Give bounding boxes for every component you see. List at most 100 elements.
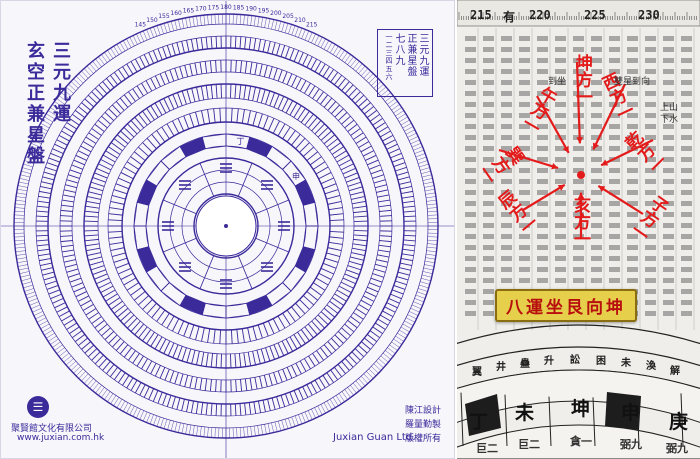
number-block: [501, 146, 512, 151]
number-block: [609, 135, 620, 140]
number-band-tick: [286, 130, 296, 143]
number-block: [537, 146, 548, 151]
legend-line-4: 一二三四五六: [385, 33, 393, 81]
number-band-tick: [205, 352, 209, 367]
red-arrow-head: [562, 145, 569, 153]
degree-tick: [355, 63, 363, 72]
number-band-tick: [146, 108, 155, 121]
number-band-tick: [86, 200, 101, 205]
number-block: [645, 223, 656, 228]
number-band-tick: [320, 177, 334, 185]
number-band-tick: [42, 271, 55, 276]
number-band-tick: [122, 66, 130, 77]
number-block: [555, 157, 566, 162]
degree-tick: [50, 107, 59, 114]
number-band-tick: [81, 102, 91, 111]
number-block: [465, 102, 476, 107]
degree-tick: [170, 21, 174, 31]
number-band-tick: [254, 377, 258, 390]
number-block: [663, 69, 674, 74]
number-block: [555, 113, 566, 118]
degree-tick: [323, 402, 329, 412]
number-band-tick: [234, 36, 237, 49]
number-block: [519, 146, 530, 151]
number-band-tick: [84, 238, 99, 242]
number-block: [591, 168, 602, 173]
number-band-tick: [247, 86, 252, 101]
number-block: [663, 113, 674, 118]
number-band-tick: [284, 46, 290, 59]
number-block: [465, 36, 476, 41]
degree-tick: [38, 126, 48, 132]
degree-tick: [335, 48, 342, 57]
number-block: [591, 146, 602, 151]
number-band-tick: [337, 78, 346, 88]
degree-tick: [174, 421, 178, 432]
number-band-tick: [184, 375, 189, 387]
number-band-tick: [372, 326, 383, 334]
degree-tick: [415, 153, 426, 158]
degree-tick: [16, 257, 27, 260]
number-block: [537, 201, 548, 206]
degree-tick: [387, 347, 396, 354]
degree-tick: [284, 419, 289, 429]
number-band-tick: [118, 372, 126, 383]
number-band-tick: [108, 236, 123, 239]
number-band-tick: [154, 336, 163, 350]
number-block: [681, 267, 692, 272]
number-band-tick: [358, 141, 370, 148]
degree-tick: [422, 178, 433, 181]
legend-line-3: 七八九: [393, 33, 404, 66]
star-2: 貪一: [570, 435, 592, 448]
number-band-tick: [60, 240, 73, 243]
number-band-tick: [320, 130, 332, 141]
degree-tick: [341, 52, 348, 61]
number-band-tick: [299, 299, 310, 310]
number-band-tick: [116, 134, 129, 145]
degree-tick: [246, 426, 249, 437]
hexagram-0: 翼: [472, 367, 482, 378]
degree-tick: [404, 320, 414, 326]
number-band-tick: [395, 166, 407, 172]
number-block: [519, 267, 530, 272]
degree-tick: [44, 116, 53, 123]
number-block: [519, 278, 530, 283]
number-band-tick: [315, 166, 329, 175]
number-block: [681, 58, 692, 63]
number-band-tick: [61, 244, 74, 248]
number-band-tick: [282, 71, 288, 83]
number-block: [519, 113, 530, 118]
number-band-tick: [370, 169, 383, 175]
number-band-tick: [260, 348, 266, 363]
number-block: [663, 311, 674, 316]
number-band-tick: [102, 81, 111, 91]
number-band-tick: [300, 110, 310, 123]
number-band-tick: [63, 259, 76, 263]
number-band-tick: [336, 289, 350, 298]
number-band-tick: [355, 308, 367, 316]
number-band-tick: [346, 177, 360, 183]
number-band-tick: [152, 390, 159, 402]
degree-tick: [385, 350, 394, 357]
number-band-tick: [143, 386, 150, 398]
number-block: [483, 300, 494, 305]
number-band-tick: [138, 295, 150, 306]
number-block: [591, 245, 602, 250]
number-block: [663, 91, 674, 96]
degree-tick: [378, 86, 387, 94]
degree-tick: [410, 139, 420, 145]
number-block: [645, 179, 656, 184]
number-band-tick: [108, 219, 123, 222]
degree-tick: [78, 371, 86, 379]
number-band-tick: [402, 205, 416, 208]
number-band-tick: [36, 234, 49, 237]
number-band-tick: [100, 285, 114, 294]
mountain-band: [457, 369, 700, 424]
number-block: [555, 124, 566, 129]
degree-tick: [203, 426, 206, 437]
degree-tick: [427, 236, 438, 238]
degree-tick: [98, 56, 105, 65]
degree-mark: 有: [503, 10, 516, 24]
number-block: [537, 179, 548, 184]
degree-tick: [81, 373, 89, 382]
